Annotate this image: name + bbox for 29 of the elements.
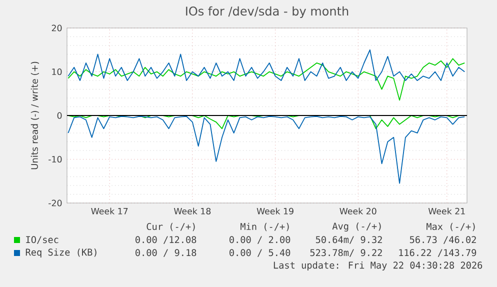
text: 0.00 / 5.40 [230, 249, 290, 257]
legend-label: Req Size (KB) [26, 248, 96, 258]
x-tick-label: Week 19 [256, 208, 294, 214]
x-tick-label: Week 20 [340, 208, 376, 214]
y-tick-label: 10 [52, 68, 62, 76]
legend-label: IO/sec [26, 236, 58, 244]
y-axis-title: Units read (-) / write (+) [30, 62, 39, 170]
text: 56.73 /46.02 [410, 236, 476, 244]
x-tick-label: Week 21 [428, 208, 465, 214]
text: 0.00 / 9.18 [136, 249, 196, 257]
line-series [68, 49, 466, 81]
text: Avg (-/+) [332, 222, 381, 232]
y-tick-label: 0 [57, 112, 62, 119]
text: 0.00 /12.08 [136, 236, 196, 244]
text: 0.00 / 2.00 [230, 236, 290, 244]
text: Max (-/+) [426, 222, 475, 232]
x-tick-label: Week 17 [91, 208, 128, 214]
text: Min (-/+) [240, 222, 289, 232]
line-series [68, 116, 466, 184]
text: Last update: Fri May 22 04:30:28 2026 [274, 261, 482, 271]
x-tick-label: Week 18 [174, 208, 211, 214]
y-tick-label: 20 [52, 24, 62, 32]
text: 116.22 /143.79 [399, 249, 476, 257]
text: Cur (-/+) [146, 222, 195, 232]
y-tick-label: -20 [48, 200, 62, 206]
y-tick-label: -10 [48, 156, 62, 163]
text: 523.78m/ 9.22 [310, 249, 382, 257]
text: 50.64m/ 9.32 [316, 236, 382, 244]
chart-title: IOs for /dev/sda - by month [186, 6, 348, 18]
